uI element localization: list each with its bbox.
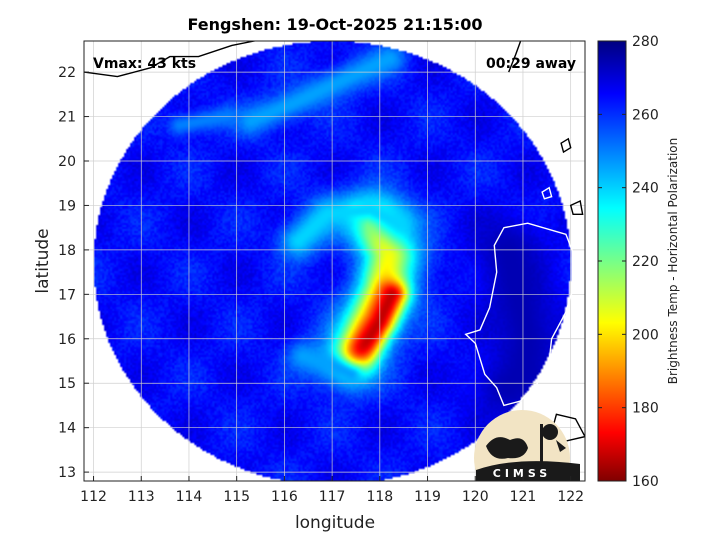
coastline-taiwan (508, 41, 522, 73)
y-tick-label: 21 (58, 110, 76, 126)
x-axis-ticks: 112 113 114 115 116 117 118 119 120 121 122 (80, 476, 584, 505)
x-tick-label: 120 (462, 489, 489, 505)
y-tick-label: 18 (58, 243, 76, 259)
x-tick-label: 116 (271, 489, 298, 505)
x-tick-label: 112 (80, 489, 107, 505)
coastline-island (541, 186, 553, 200)
y-axis-ticks: 13 14 15 16 17 18 19 20 21 22 (58, 65, 89, 481)
colorbar-tick-label: 240 (632, 181, 659, 197)
colorbar-tick-label: 200 (632, 327, 659, 343)
y-tick-label: 14 (58, 421, 76, 437)
coastline-luzon (464, 222, 577, 407)
x-tick-label: 119 (414, 489, 441, 505)
colorbar-gradient (597, 40, 627, 482)
colorbar-tick-label: 220 (632, 254, 659, 270)
y-tick-label: 16 (58, 332, 76, 348)
x-tick-label: 122 (557, 489, 584, 505)
vmax-annotation: Vmax: 43 kts (93, 56, 196, 72)
x-tick-label: 118 (366, 489, 393, 505)
colorbar-ticks: 160 180 200 220 240 260 280 (598, 34, 659, 490)
coastline-china (84, 41, 258, 78)
colorbar-tick-label: 280 (632, 34, 659, 50)
colorbar-label: Brightness Temp - Horizontal Polarizatio… (666, 138, 680, 385)
x-tick-label: 113 (128, 489, 155, 505)
y-axis-label: latitude (33, 228, 53, 293)
y-tick-label: 13 (58, 465, 76, 481)
colorbar: 160 180 200 220 240 260 280 Brightness Temp - … (597, 34, 680, 490)
x-tick-label: 115 (223, 489, 250, 505)
grid-lines (84, 41, 585, 481)
y-tick-label: 19 (58, 198, 76, 214)
colorbar-tick-label: 260 (632, 107, 659, 123)
chart-title: Fengshen: 19-Oct-2025 21:15:00 (187, 15, 482, 34)
brightness-temperature-heatmap (84, 41, 585, 481)
colorbar-tick-label: 160 (632, 474, 659, 490)
y-tick-label: 22 (58, 65, 76, 81)
y-tick-label: 15 (58, 376, 76, 392)
plot-area: CIMSS (83, 40, 586, 482)
logo-text: CIMSS (493, 467, 551, 480)
coastline-island (560, 137, 572, 154)
x-tick-label: 114 (176, 489, 203, 505)
colorbar-tick-label: 180 (632, 401, 659, 417)
cimss-logo: CIMSS (474, 410, 580, 481)
time-offset-annotation: 00:29 away (486, 56, 576, 72)
y-tick-label: 17 (58, 287, 76, 303)
x-axis-label: longitude (295, 513, 375, 533)
y-tick-label: 20 (58, 154, 76, 170)
x-tick-label: 117 (319, 489, 346, 505)
coastline-island (569, 199, 584, 215)
x-tick-label: 121 (510, 489, 537, 505)
